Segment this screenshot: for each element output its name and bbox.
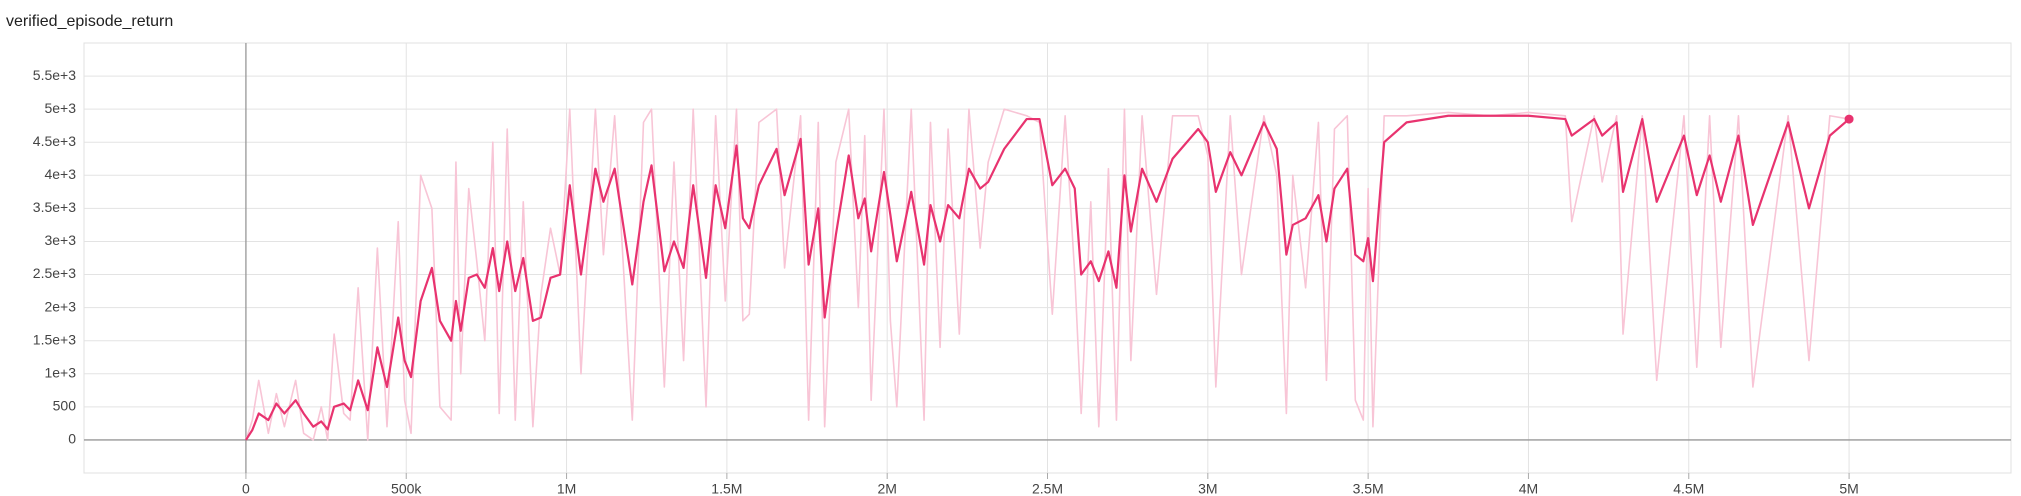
y-tick-label: 3e+3 (44, 232, 76, 248)
x-tick-label: 3M (1198, 481, 1217, 496)
chart-title: verified_episode_return (6, 13, 173, 30)
y-tick-label: 4e+3 (44, 166, 76, 182)
x-tick-label: 1M (557, 481, 576, 496)
y-tick-label: 2.5e+3 (33, 265, 76, 281)
series-line (245, 108, 1850, 441)
series-line (244, 114, 1850, 441)
y-tick-label: 1.5e+3 (33, 331, 76, 347)
y-tick-label: 3.5e+3 (33, 199, 76, 215)
x-tick-label: 2.5M (1032, 481, 1063, 496)
x-tick-label: 2M (877, 481, 896, 496)
x-tick-label: 1.5M (711, 481, 742, 496)
x-tick-label: 4.5M (1673, 481, 1704, 496)
y-tick-label: 5e+3 (44, 100, 76, 116)
y-tick-label: 1e+3 (44, 364, 76, 380)
x-tick-label: 3.5M (1353, 481, 1384, 496)
x-tick-label: 500k (391, 481, 422, 496)
y-tick-label: 500 (53, 398, 77, 414)
end-point (1844, 114, 1854, 124)
y-tick-label: 5.5e+3 (33, 67, 76, 83)
x-tick-label: 5M (1839, 481, 1858, 496)
y-tick-label: 0 (68, 431, 76, 447)
y-tick-label: 2e+3 (44, 298, 76, 314)
x-tick-label: 0 (242, 481, 250, 496)
y-tick-label: 4.5e+3 (33, 133, 76, 149)
x-tick-label: 4M (1519, 481, 1538, 496)
